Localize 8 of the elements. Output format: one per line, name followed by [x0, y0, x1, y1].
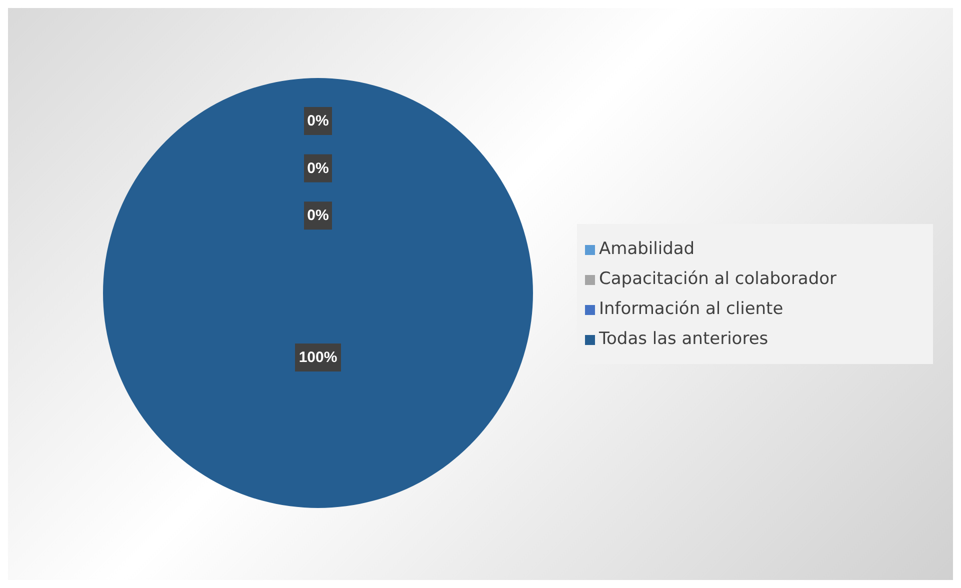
- legend-label: Todas las anteriores: [599, 329, 768, 349]
- text: 0%: [307, 112, 329, 130]
- text: 0%: [307, 207, 329, 224]
- legend-label: Amabilidad: [599, 239, 695, 259]
- legend-label: Capacitación al colaborador: [599, 269, 837, 289]
- text: 0%: [307, 160, 329, 177]
- data-label: 100%: [298, 349, 338, 366]
- legend-label: Información al cliente: [599, 299, 784, 319]
